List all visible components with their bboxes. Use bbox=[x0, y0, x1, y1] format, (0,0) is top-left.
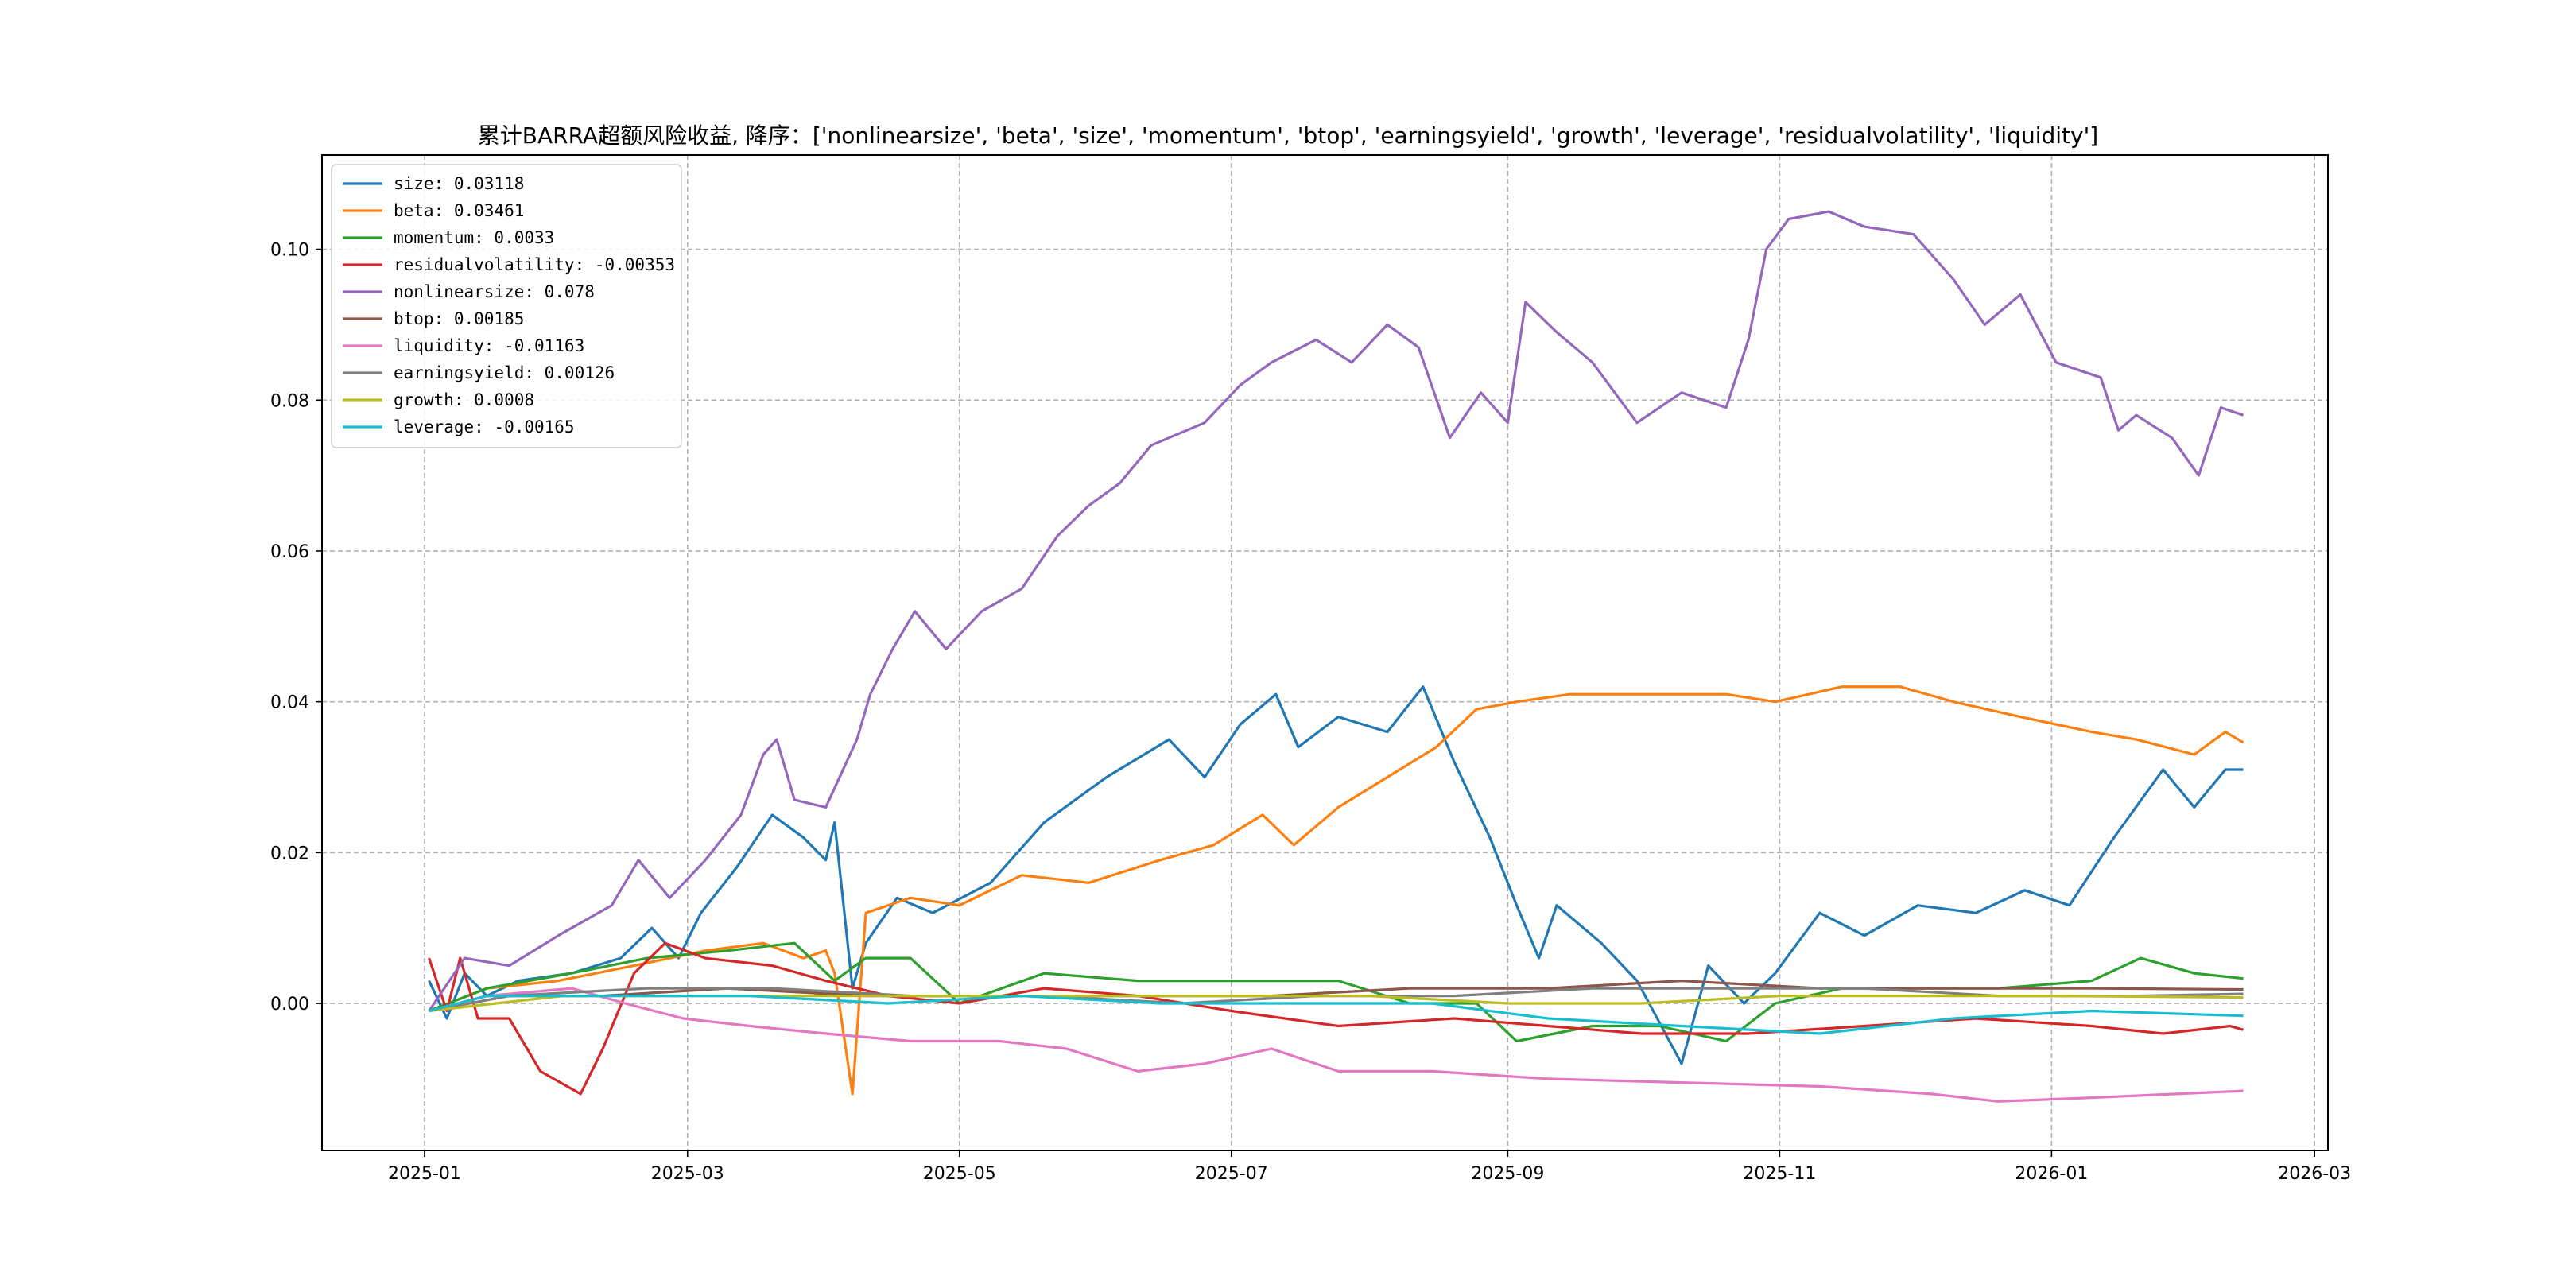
x-tick-label: 2026-03 bbox=[2278, 1164, 2351, 1184]
legend-label-earningsyield: earningsyield: 0.00126 bbox=[394, 363, 615, 382]
y-tick-label: 0.10 bbox=[270, 241, 309, 261]
x-tick-label: 2025-03 bbox=[651, 1164, 724, 1184]
legend-label-liquidity: liquidity: -0.01163 bbox=[394, 336, 584, 355]
y-tick-label: 0.00 bbox=[270, 995, 309, 1014]
y-tick-label: 0.08 bbox=[270, 391, 309, 411]
legend: size: 0.03118 beta: 0.03461 momentum: 0.00… bbox=[331, 164, 682, 448]
x-tick-label: 2025-09 bbox=[1471, 1164, 1544, 1184]
x-tick-label: 2025-07 bbox=[1195, 1164, 1268, 1184]
y-tick-label: 0.04 bbox=[270, 693, 309, 713]
series-line-leverage bbox=[429, 995, 2244, 1035]
chart-title: 累计BARRA超额风险收益, 降序：['nonlinearsize', 'bet… bbox=[478, 122, 2098, 149]
legend-label-size: size: 0.03118 bbox=[394, 174, 524, 193]
legend-label-momentum: momentum: 0.0033 bbox=[394, 228, 554, 247]
legend-label-nonlinearsize: nonlinearsize: 0.078 bbox=[394, 282, 595, 301]
x-tick-label: 2025-05 bbox=[923, 1164, 996, 1184]
legend-label-residualvolatility: residualvolatility: -0.00353 bbox=[394, 255, 675, 274]
x-axis: 2025-01 2025-03 2025-05 2025-07 2025-09 2025-… bbox=[388, 1150, 2351, 1184]
plot-lines bbox=[428, 210, 2244, 1103]
y-tick-label: 0.06 bbox=[270, 542, 309, 562]
series-line-size bbox=[428, 685, 2244, 1065]
legend-label-beta: beta: 0.03461 bbox=[394, 201, 524, 220]
legend-label-leverage: leverage: -0.00165 bbox=[394, 417, 575, 436]
series-line-liquidity bbox=[429, 987, 2244, 1103]
y-axis: 0.00 0.02 0.04 0.06 0.08 0.10 bbox=[270, 241, 322, 1014]
x-tick-label: 2026-01 bbox=[2015, 1164, 2088, 1184]
y-tick-label: 0.02 bbox=[270, 844, 309, 863]
legend-label-btop: btop: 0.00185 bbox=[394, 309, 524, 328]
legend-label-growth: growth: 0.0008 bbox=[394, 390, 534, 409]
series-line-nonlinearsize bbox=[428, 210, 2244, 1012]
series-line-beta bbox=[429, 685, 2244, 1096]
plot-frame bbox=[321, 154, 2329, 1151]
legend-box bbox=[331, 164, 682, 448]
x-tick-label: 2025-01 bbox=[388, 1164, 461, 1184]
x-tick-label: 2025-11 bbox=[1743, 1164, 1816, 1184]
